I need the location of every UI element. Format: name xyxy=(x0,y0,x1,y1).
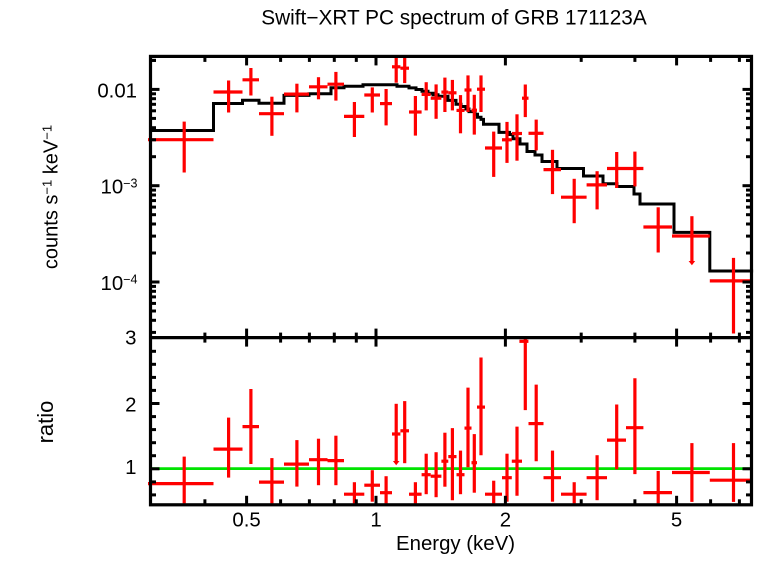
svg-text:5: 5 xyxy=(671,510,682,532)
svg-text:2: 2 xyxy=(500,510,511,532)
svg-text:1: 1 xyxy=(370,510,381,532)
svg-text:0.5: 0.5 xyxy=(232,510,260,532)
svg-text:1: 1 xyxy=(125,457,136,479)
svg-text:0.01: 0.01 xyxy=(97,81,137,103)
svg-text:2: 2 xyxy=(125,395,136,417)
svg-text:ratio: ratio xyxy=(33,401,58,444)
svg-text:Energy (keV): Energy (keV) xyxy=(396,533,515,555)
svg-text:3: 3 xyxy=(125,327,136,349)
svg-text:Swift−XRT PC spectrum of GRB 1: Swift−XRT PC spectrum of GRB 171123A xyxy=(261,7,647,30)
svg-text:counts s−1 keV−1: counts s−1 keV−1 xyxy=(40,125,63,269)
